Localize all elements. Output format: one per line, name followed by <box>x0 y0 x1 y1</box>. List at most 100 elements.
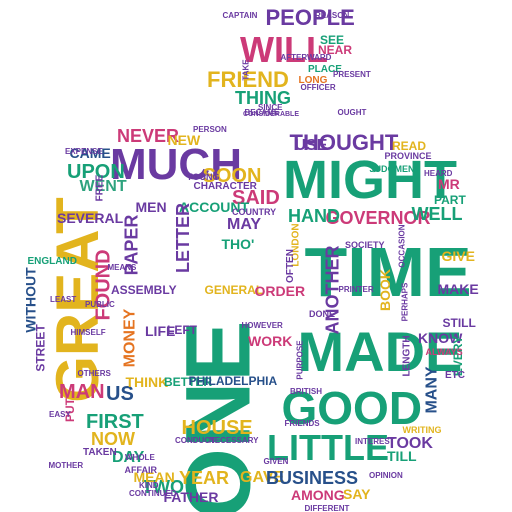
word-whole: WHOLE <box>125 453 155 462</box>
word-year: YEAR <box>179 468 230 488</box>
word-use: USE <box>294 137 328 154</box>
word-house: HOUSE <box>181 417 253 439</box>
word-time: TIME <box>304 233 472 311</box>
word-occasion: OCCASION <box>397 224 407 268</box>
word-men: MEN <box>135 199 167 215</box>
word-purpose: PURPOSE <box>295 340 305 380</box>
word-writing: WRITING <box>402 424 442 435</box>
word-never: NEVER <box>117 126 180 146</box>
word-letter: LETTER <box>173 203 193 273</box>
word-province: PROVINCE <box>384 150 432 161</box>
word-opinion: OPINION <box>369 471 403 480</box>
word-now: NOW <box>91 429 135 449</box>
word-continued: CONTINUED <box>129 489 177 498</box>
word-country: COUNTRY <box>232 206 277 217</box>
word-assembly: ASSEMBLY <box>111 283 177 297</box>
word-better: BETTER <box>164 375 212 389</box>
word-himself: HIMSELF <box>70 328 106 337</box>
word-captain: CAPTAIN <box>222 11 258 20</box>
word-affair: AFFAIR <box>124 464 158 475</box>
word-tho: THO' <box>221 236 255 252</box>
word-think: THINK <box>125 374 169 390</box>
word-thing: THING <box>235 88 291 108</box>
word-good: GOOD <box>281 382 423 434</box>
word-friends: FRIENDS <box>284 419 320 428</box>
word-afterward: AFTERWARD <box>280 53 332 62</box>
word-left: LEFT <box>167 323 197 337</box>
word-still: STILL <box>442 316 476 330</box>
word-free: FREE <box>93 174 105 202</box>
word-without: WITHOUT <box>22 267 39 333</box>
word-gave: GAVE <box>240 469 285 486</box>
word-conduct: CONDUCT <box>175 436 215 445</box>
word-near: NEAR <box>318 43 353 57</box>
word-took: TOOK <box>387 435 433 452</box>
word-little: LITTLE <box>267 427 389 468</box>
word-much: MUCH <box>110 140 242 189</box>
word-thought: THOUGHT <box>289 130 399 155</box>
word-done: DONE <box>309 308 336 319</box>
word-person: PERSON <box>193 125 227 134</box>
word-necessary: NECESSARY <box>209 436 259 445</box>
word-different: DIFFERENT <box>304 504 350 512</box>
word-several: SEVERAL <box>57 210 124 226</box>
word-general: GENERAL <box>204 283 264 297</box>
word-said: SAID <box>232 187 280 209</box>
word-easy: EASY <box>49 410 71 419</box>
word-least: LEAST <box>50 295 77 304</box>
word-officer: OFFICER <box>300 83 336 92</box>
word-give: GIVE <box>441 248 475 264</box>
word-interest: INTEREST <box>355 437 395 446</box>
word-people: PEOPLE <box>265 5 355 30</box>
word-well: WELL <box>411 204 463 224</box>
word-came: CAME <box>69 145 111 161</box>
word-take: TAKE <box>241 59 251 81</box>
word-many: MANY <box>423 366 441 414</box>
word-always: ALWAYS <box>425 346 463 357</box>
word-since: SINCE <box>258 103 283 112</box>
word-heard: HEARD <box>424 169 453 178</box>
word-ought: OUGHT <box>337 108 367 117</box>
word-taken: TAKEN <box>83 447 117 458</box>
word-length: LENGTH <box>401 335 413 377</box>
word-book: BOOK <box>377 269 393 311</box>
word-know: KNOW <box>418 330 463 346</box>
word-life: LIFE <box>145 323 176 339</box>
word-make: MAKE <box>437 281 479 297</box>
word-order: ORDER <box>254 283 306 299</box>
word-became: BECAME <box>244 108 280 117</box>
word-england: ENGLAND <box>27 256 77 267</box>
word-made: MADE <box>297 320 463 383</box>
word-society: SOCIETY <box>345 239 385 250</box>
word-father: FATHER <box>163 489 219 505</box>
word-may: MAY <box>227 216 262 233</box>
word-work: WORK <box>248 333 293 349</box>
word-reason: REASON <box>315 11 350 20</box>
word-soon: SOON <box>202 165 262 187</box>
word-part: PART <box>434 193 466 207</box>
word-day: DAY <box>112 449 145 466</box>
word-money: MONEY <box>120 308 138 368</box>
word-hand: HAND <box>288 206 340 226</box>
word-business: BUSINESS <box>266 468 359 488</box>
word-perhaps: PERHAPS <box>399 282 409 322</box>
word-two: TWO <box>142 477 184 497</box>
word-long: LONG <box>298 75 328 86</box>
word-kind: KIND <box>139 481 159 490</box>
word-given: GIVEN <box>263 457 289 466</box>
word-public: PUBLIC <box>85 300 115 309</box>
word-among: AMONG <box>291 487 345 503</box>
word-judgment: JUDGMENT <box>369 163 421 174</box>
word-printer: PRINTER <box>338 285 374 294</box>
word-expense: EXPENSE <box>65 147 103 156</box>
word-new: NEW <box>167 132 201 148</box>
word-british: BRITISH <box>290 387 322 396</box>
word-us: US <box>106 383 134 405</box>
word-means: MEANS <box>107 263 137 272</box>
word-account: ACCOUNT <box>179 199 249 215</box>
word-young: YOUNG <box>186 171 220 182</box>
word-will: WILL <box>240 29 328 70</box>
word-till: TILL <box>387 448 417 464</box>
word-mother: MOTHER <box>48 461 84 470</box>
